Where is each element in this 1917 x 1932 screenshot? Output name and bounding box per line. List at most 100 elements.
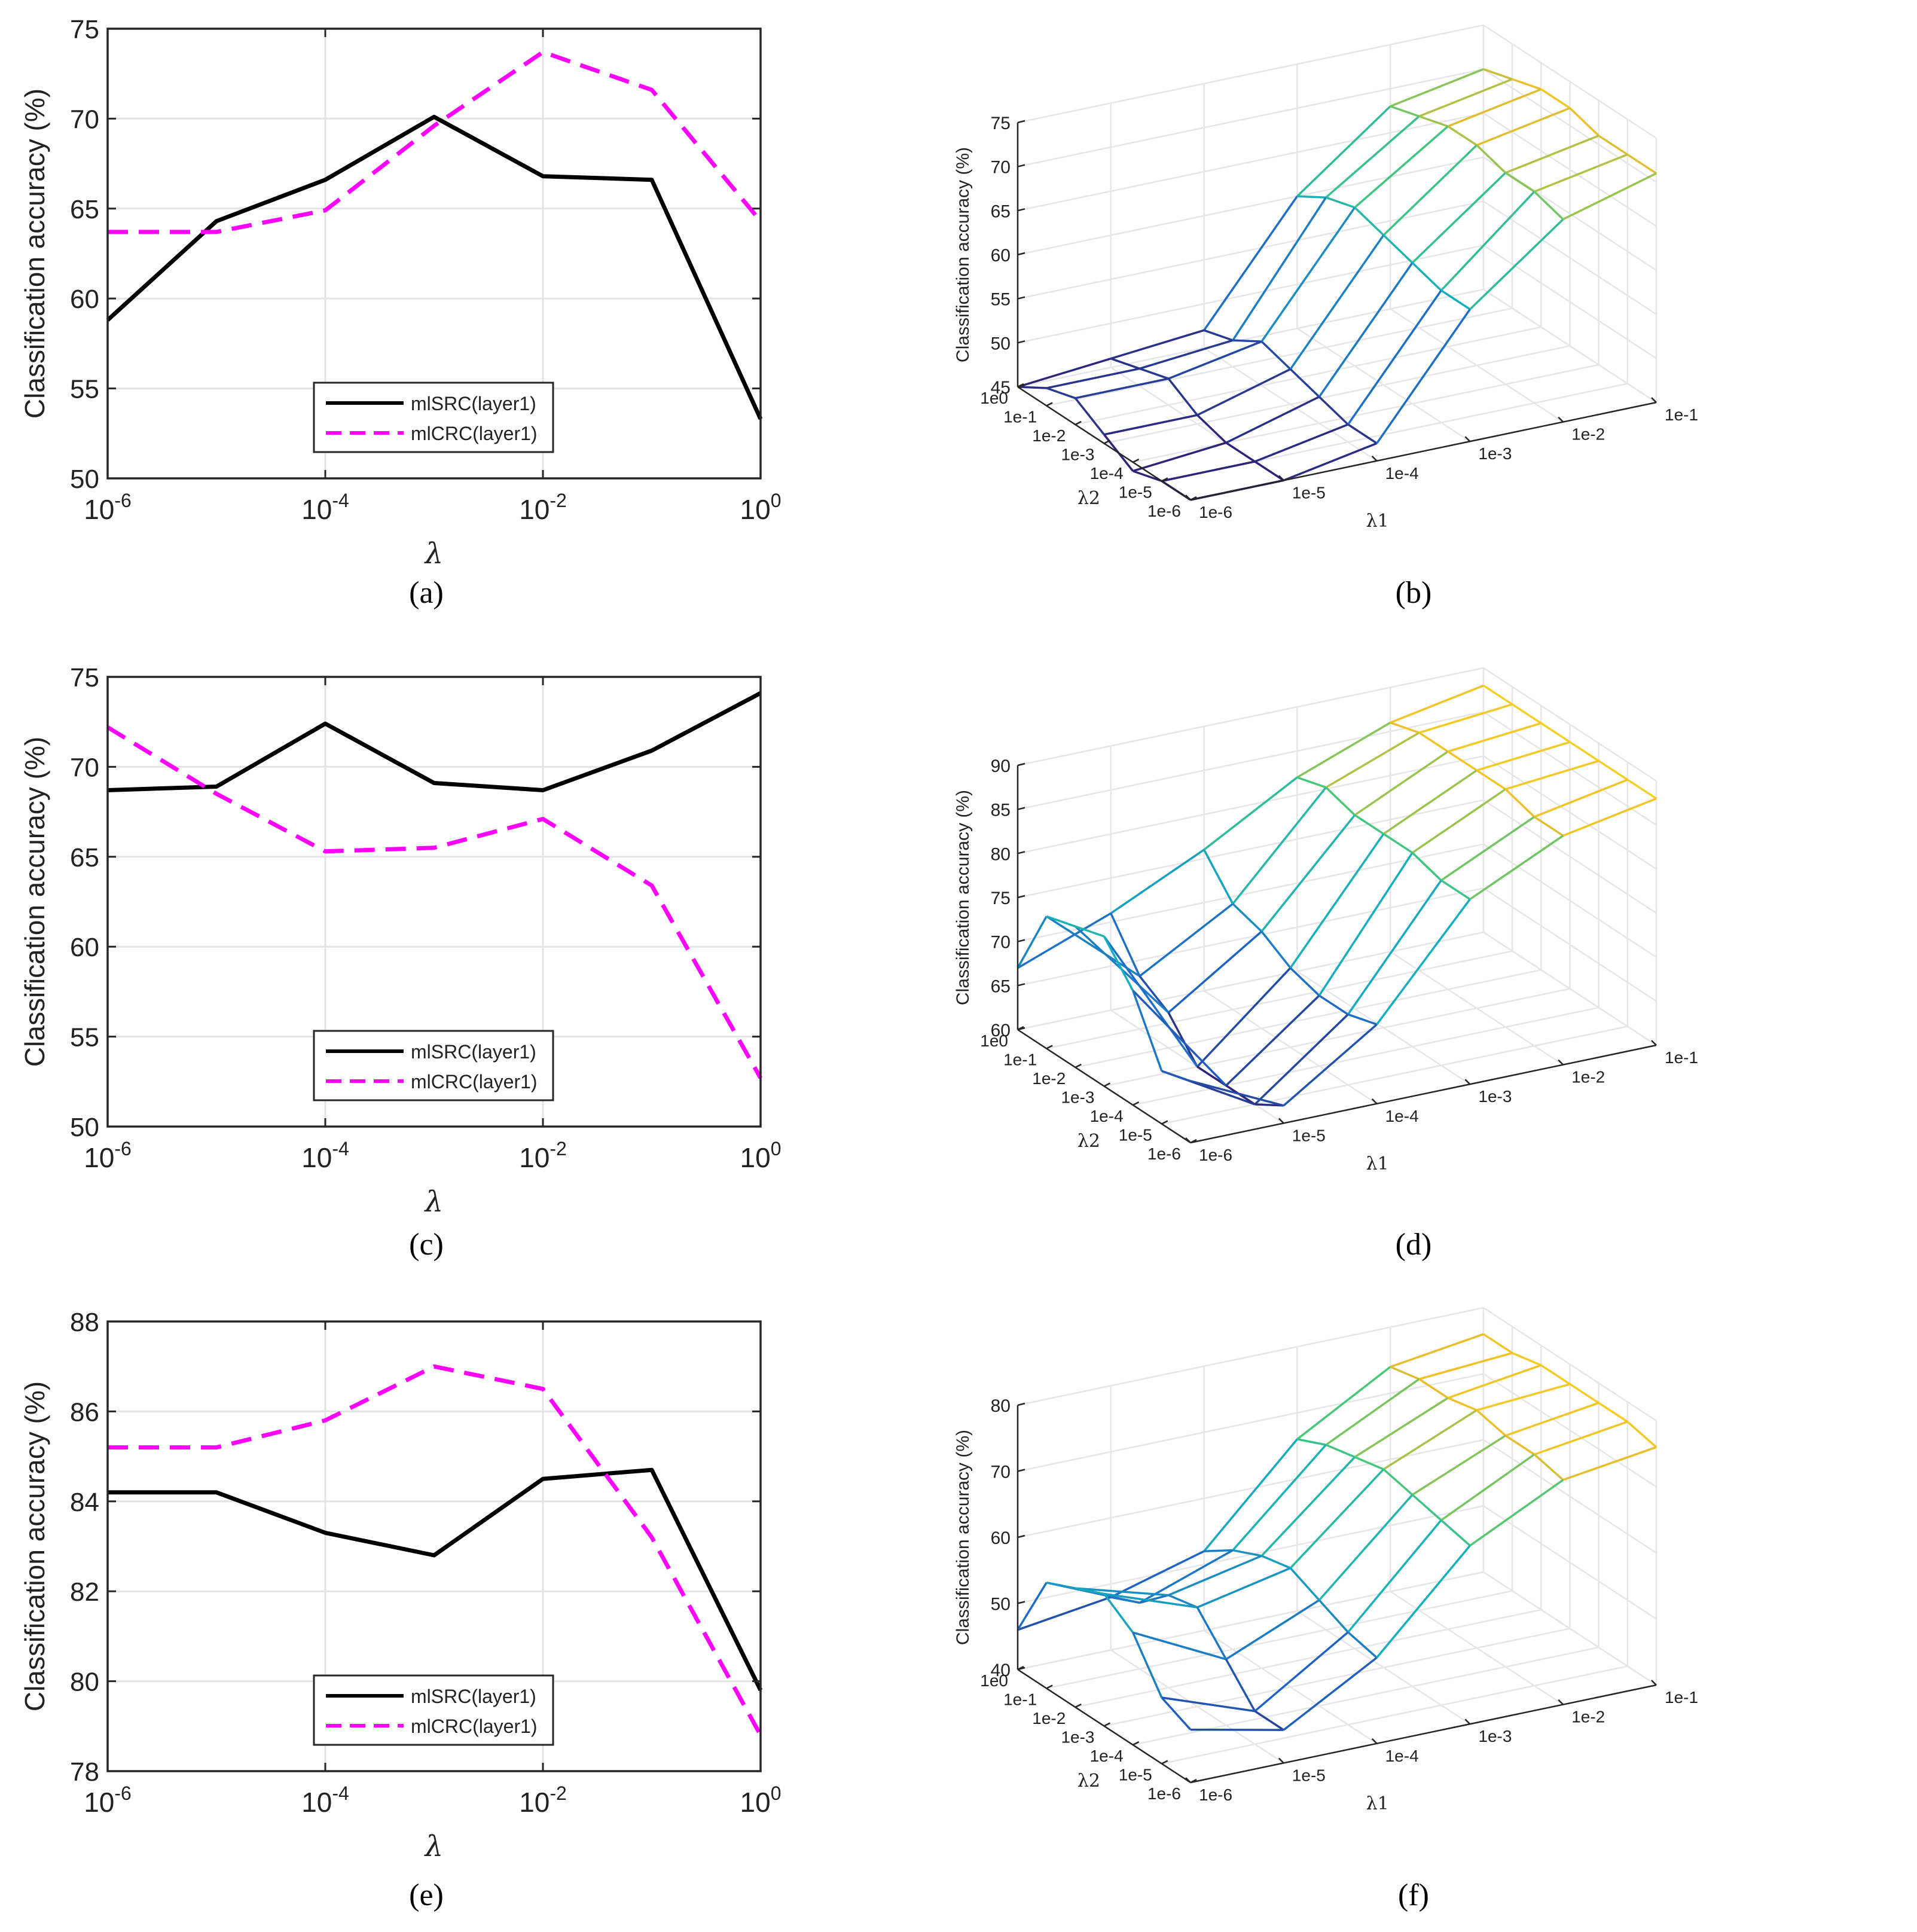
- y-tick-label: 82: [70, 1577, 99, 1607]
- surface-edge: [1569, 741, 1599, 762]
- surface-edge: [1504, 788, 1536, 818]
- lambda1-tick-mark: [1464, 1719, 1471, 1725]
- x-tick-label: 10-2: [519, 1138, 567, 1173]
- surface-edge: [1167, 378, 1198, 416]
- floor-grid-u: [1046, 1590, 1513, 1689]
- surface-edge: [1598, 760, 1628, 781]
- legend-box: [313, 381, 554, 453]
- lambda2-tick-label: 1e-4: [1090, 1747, 1124, 1765]
- surface-edge: [1347, 1519, 1442, 1633]
- floor-grid-u: [1161, 1665, 1628, 1765]
- x-tick-label: 10-6: [84, 1783, 132, 1818]
- surface-edge: [1132, 990, 1227, 1086]
- surface-edge: [1476, 1409, 1507, 1437]
- lambda2-tick-label: 1e-1: [1003, 408, 1037, 426]
- z-tick-label: 75: [991, 114, 1011, 133]
- surface-edge: [1418, 115, 1449, 127]
- back-grid-z: [1017, 887, 1484, 987]
- caption-e: (e): [409, 1878, 444, 1912]
- surface-edge: [1104, 1592, 1198, 1609]
- floor-grid-u: [1046, 950, 1513, 1049]
- surface-edge: [1390, 105, 1420, 118]
- surface-edge: [1104, 414, 1198, 436]
- y-tick-label: 65: [70, 195, 99, 224]
- surface-edge: [1382, 1409, 1478, 1470]
- surface-edge: [1196, 368, 1291, 416]
- lambda2-tick-label: 1e-1: [1003, 1051, 1037, 1069]
- surface-edge: [1483, 685, 1513, 706]
- surface-edge: [1447, 88, 1541, 127]
- surface-edge: [1440, 1453, 1536, 1521]
- surface-edge: [1225, 1599, 1320, 1661]
- surface-edge: [1447, 750, 1478, 771]
- z-tick-mark: [1017, 1469, 1025, 1472]
- surface-edge: [1296, 722, 1391, 779]
- lambda2-tick-mark: [1075, 1703, 1082, 1708]
- surface-edge: [1046, 367, 1140, 389]
- floor-grid-u: [1161, 1025, 1628, 1125]
- back-grid-z: [1017, 667, 1484, 767]
- surface-edge: [1075, 925, 1105, 938]
- lambda1-tick-mark: [1558, 1059, 1564, 1066]
- x-tick-label: 100: [740, 1783, 782, 1818]
- x-tick-label: 100: [740, 490, 782, 525]
- surface-edge: [1390, 721, 1420, 734]
- surface-edge: [1254, 1631, 1349, 1712]
- lambda2-tick-label: 1e-2: [1032, 1709, 1066, 1727]
- lambda1-tick-label: 1e-5: [1292, 1126, 1326, 1144]
- surface-edge: [1411, 851, 1442, 881]
- surface-edge: [1133, 1631, 1226, 1661]
- lambda2-tick-mark: [1161, 477, 1168, 482]
- surface-edge: [1232, 1549, 1262, 1557]
- lambda1-tick-mark: [1464, 436, 1471, 442]
- y-tick-label: 60: [70, 933, 99, 962]
- lambda1-axis-line: [1190, 1044, 1657, 1144]
- surface-edge: [1196, 414, 1227, 444]
- surface-edge: [1232, 197, 1327, 341]
- lambda2-tick-label: 1e-2: [1032, 1069, 1066, 1088]
- surface-edge: [1254, 460, 1284, 481]
- lambda1-axis-line: [1190, 1684, 1657, 1784]
- lambda1-tick-label: 1e-2: [1571, 425, 1605, 444]
- surface-edge: [1411, 1494, 1442, 1521]
- surface-edge: [1017, 1582, 1048, 1631]
- lambda2-tick-mark: [1017, 1025, 1024, 1031]
- surface-edge: [1196, 967, 1292, 1068]
- z-tick-mark: [1017, 762, 1025, 767]
- axes-frame: [106, 676, 762, 1128]
- surface-edge: [1046, 915, 1076, 927]
- lambda2-tick-mark: [1133, 1101, 1140, 1106]
- x-tick-label: 10-2: [519, 1783, 567, 1818]
- surface-edge: [1289, 833, 1385, 969]
- chart-c: 50 55 60 65 70 75 10-6 10-4 10-2 100 λ Classificati…: [19, 663, 781, 1219]
- surface-edge: [1325, 196, 1356, 209]
- floor-grid-u: [1017, 1571, 1484, 1671]
- caption-c: (c): [409, 1228, 444, 1262]
- z-axis-label: Classification accuracy (%): [953, 790, 973, 1005]
- legend-label: mlSRC(layer1): [411, 393, 536, 414]
- surface-edge: [1418, 703, 1513, 734]
- surface-edge: [1254, 1710, 1284, 1731]
- lambda1-tick-mark: [1464, 1079, 1471, 1085]
- back-grid-z: [1017, 24, 1484, 124]
- z-tick-label: 90: [991, 756, 1011, 776]
- surface-edge: [1017, 1596, 1112, 1631]
- lambda1-tick-label: 1e-4: [1385, 1747, 1419, 1765]
- surface-edge: [1318, 994, 1349, 1015]
- surface-edge: [1132, 1632, 1163, 1698]
- y-tick-label: 55: [70, 375, 99, 404]
- surface-edge: [1325, 731, 1420, 789]
- lambda1-tick-label: 1e-2: [1571, 1708, 1605, 1726]
- surface-edge: [1318, 1599, 1349, 1633]
- series-line: [108, 1467, 763, 1692]
- surface-edge: [1562, 172, 1657, 221]
- z-tick-mark: [1017, 340, 1025, 344]
- y-axis-label: Classification accuracy (%): [19, 88, 50, 419]
- lambda2-tick-mark: [1190, 1139, 1197, 1144]
- surface-edge: [1110, 849, 1205, 914]
- lambda2-tick-label: 1e0: [980, 1671, 1008, 1690]
- surface-edge: [1440, 879, 1471, 901]
- surface-edge: [1204, 329, 1234, 341]
- surface-edge: [1440, 289, 1471, 310]
